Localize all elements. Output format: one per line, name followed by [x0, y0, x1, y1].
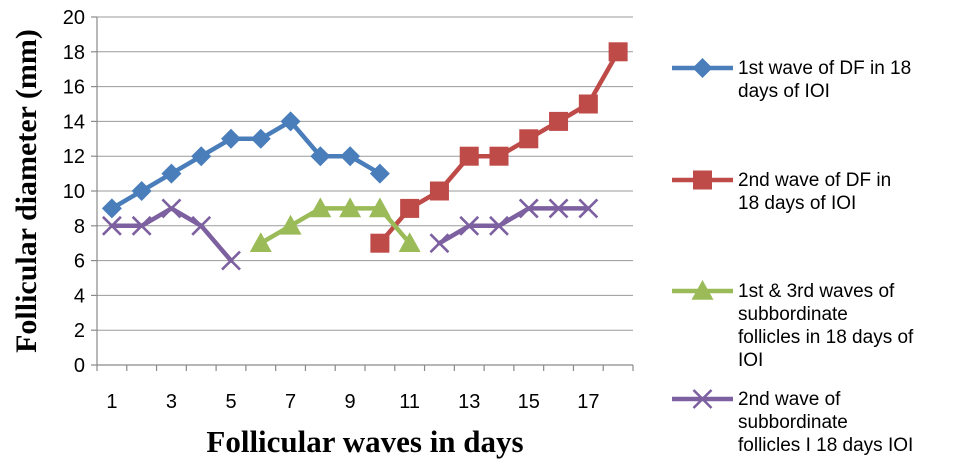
- data-point-series-1: [131, 181, 152, 201]
- data-point-series-2: [578, 94, 598, 114]
- y-tick-label: 20: [63, 7, 85, 29]
- x-tick-label: 15: [518, 391, 540, 413]
- legend-label: 1st & 3rd waves of: [738, 281, 895, 302]
- data-point-series-1: [161, 163, 182, 184]
- y-tick-label: 14: [63, 111, 85, 133]
- x-tick-label: 9: [345, 391, 356, 413]
- legend-label: IOI: [738, 350, 763, 371]
- data-point-series-3: [368, 197, 391, 218]
- x-tick-label: 11: [399, 391, 420, 413]
- x-tick-label: 5: [225, 391, 236, 413]
- data-point-series-2: [489, 146, 509, 166]
- series-line-4: [437, 206, 591, 246]
- legend-marker: [692, 389, 713, 409]
- data-point-series-2: [549, 111, 569, 131]
- x-tick-label: 3: [166, 391, 177, 413]
- data-point-series-4: [489, 215, 509, 236]
- data-point-series-1: [310, 146, 331, 167]
- axes: [91, 16, 634, 371]
- data-point-series-2: [400, 198, 420, 218]
- series-line-1: [109, 119, 383, 211]
- series-line-4: [109, 206, 234, 263]
- data-point-series-1: [369, 163, 390, 184]
- legend-label: 2nd wave of: [738, 389, 841, 410]
- data-point-series-3: [249, 232, 272, 252]
- data-point-series-1: [340, 146, 361, 167]
- data-point-series-4: [518, 198, 539, 219]
- data-point-series-3: [279, 214, 302, 235]
- data-point-series-4: [101, 215, 122, 236]
- data-point-series-4: [548, 198, 569, 219]
- data-point-series-3: [339, 197, 362, 218]
- data-point-series-2: [429, 181, 449, 201]
- gridlines: [97, 16, 633, 331]
- legend-label: 18 days of IOI: [738, 193, 856, 214]
- legend-label: subbordinate: [738, 304, 848, 325]
- data-point-series-4: [131, 215, 152, 236]
- series-markers: [101, 42, 628, 271]
- legend-label: follicles I 18 days IOI: [738, 435, 913, 456]
- y-tick-labels: 0 2 4 6 8 10 12 14 16 18 20: [63, 7, 85, 377]
- y-tick-label: 16: [63, 77, 85, 99]
- x-tick-label: 1: [106, 391, 117, 413]
- x-tick-label: 17: [577, 391, 599, 413]
- data-point-series-4: [221, 250, 241, 271]
- legend-marker: [692, 58, 713, 78]
- data-point-series-1: [101, 198, 122, 219]
- y-tick-label: 2: [74, 320, 85, 342]
- legend-label: 1st wave of DF in 18: [738, 58, 911, 79]
- y-tick-label: 10: [63, 181, 85, 203]
- data-point-series-4: [578, 198, 599, 219]
- data-point-series-4: [459, 215, 480, 236]
- data-point-series-2: [519, 129, 539, 149]
- y-tick-label: 18: [63, 42, 85, 64]
- y-tick-label: 6: [74, 251, 85, 273]
- data-point-series-2: [370, 233, 390, 253]
- data-point-series-3: [309, 197, 332, 218]
- x-tick-label: 7: [285, 391, 296, 413]
- data-point-series-1: [250, 128, 271, 149]
- y-tick-label: 8: [74, 216, 85, 238]
- legend-marker: [693, 170, 712, 190]
- data-point-series-1: [221, 128, 241, 149]
- data-point-series-1: [280, 111, 301, 132]
- data-point-series-2: [459, 146, 479, 166]
- legend-label: subbordinate: [738, 412, 848, 433]
- y-axis-title: Follicular diameter (mm): [10, 29, 43, 353]
- data-point-series-3: [398, 232, 421, 252]
- x-tick-labels: 1 3 5 7 9 11 13 15 17: [106, 391, 599, 413]
- data-point-series-2: [608, 42, 628, 62]
- y-tick-label: 12: [63, 146, 85, 168]
- y-tick-label: 0: [74, 355, 85, 377]
- data-point-series-4: [429, 233, 450, 254]
- x-axis-title: Follicular waves in days: [206, 424, 523, 459]
- legend-label: 2nd wave of DF in: [738, 170, 891, 191]
- y-tick-label: 4: [74, 285, 85, 307]
- legend-marker: [691, 280, 714, 300]
- data-point-series-4: [191, 215, 212, 236]
- data-point-series-4: [161, 198, 182, 219]
- legend-label: follicles in 18 days of: [738, 327, 914, 348]
- x-tick-label: 13: [458, 391, 480, 413]
- data-point-series-1: [191, 146, 212, 167]
- legend-label: days of IOI: [738, 81, 830, 102]
